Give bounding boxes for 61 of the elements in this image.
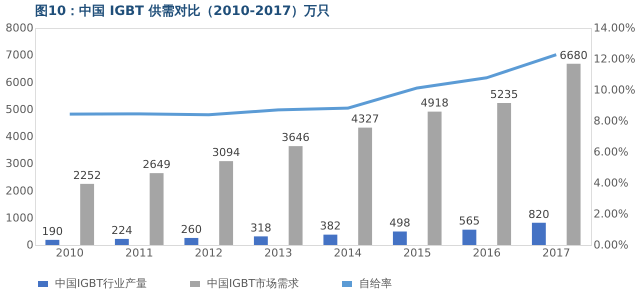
data-label: 224	[111, 224, 132, 237]
x-tick-label: 2012	[194, 246, 223, 260]
bar	[532, 222, 546, 245]
y2-tick-label: 8.00%	[594, 114, 628, 128]
data-label: 318	[250, 221, 272, 234]
data-label: 260	[180, 222, 202, 236]
y2-tick-label: 2.00%	[594, 208, 628, 220]
data-label: 382	[320, 220, 341, 233]
y2-tick-label: 4.00%	[594, 176, 628, 190]
y-tick-label: 6000	[6, 76, 34, 89]
data-label: 4918	[420, 96, 449, 110]
data-label: 6680	[560, 48, 588, 62]
legend-label: 中国IGBT市场需求	[207, 277, 300, 290]
x-tick-label: 2011	[125, 246, 154, 260]
bar	[184, 238, 198, 245]
y2-tick-label: 14.00%	[594, 22, 636, 34]
data-label: 3094	[212, 146, 240, 160]
y-tick-label: 7000	[6, 48, 34, 62]
y-tick-label: 8000	[6, 22, 34, 34]
bar	[80, 184, 94, 245]
bar	[219, 161, 234, 245]
bar	[323, 234, 338, 245]
bar	[497, 103, 512, 245]
data-label: 820	[528, 208, 550, 221]
y2-tick-label: 0.00%	[594, 238, 628, 252]
legend-label: 中国IGBT行业产量	[55, 277, 148, 290]
bar	[462, 230, 476, 245]
chart-title: 图10：中国 IGBT 供需对比（2010-2017）万只	[35, 4, 330, 19]
bar	[428, 112, 442, 245]
data-label: 190	[42, 224, 63, 238]
bar	[45, 240, 60, 245]
y2-tick-label: 10.00%	[594, 84, 636, 96]
data-label: 2252	[73, 168, 102, 182]
x-tick-label: 2013	[264, 246, 292, 260]
bar	[288, 146, 303, 245]
x-tick-label: 2017	[542, 246, 570, 260]
data-label: 3646	[282, 131, 310, 144]
bar	[566, 64, 581, 245]
data-label: 4327	[351, 112, 380, 126]
y-tick-label: 4000	[6, 130, 34, 143]
bar	[358, 128, 372, 245]
data-label: 565	[458, 214, 480, 228]
bar	[254, 236, 268, 245]
x-tick-label: 2014	[334, 246, 362, 260]
legend-label: 自给率	[359, 277, 392, 290]
x-tick-label: 2016	[472, 246, 501, 260]
data-label: 2649	[142, 158, 171, 172]
y-tick-label: 5000	[6, 102, 34, 116]
y-tick-label: 0	[26, 238, 34, 252]
data-label: 5235	[490, 88, 518, 101]
data-label: 498	[389, 216, 410, 230]
y2-tick-label: 6.00%	[594, 146, 628, 158]
x-tick-label: 2015	[403, 246, 432, 260]
y-tick-label: 2000	[6, 184, 34, 198]
bar	[392, 231, 407, 245]
y-tick-label: 3000	[6, 157, 34, 170]
x-tick-label: 2010	[56, 246, 84, 260]
bar	[150, 173, 164, 245]
y2-tick-label: 12.00%	[594, 52, 636, 66]
bar	[114, 238, 129, 245]
y-tick-label: 1000	[6, 211, 34, 224]
